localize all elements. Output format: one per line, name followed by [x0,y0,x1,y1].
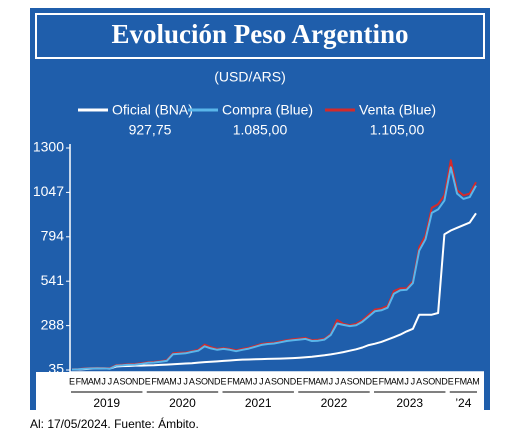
y-tick-label: 1047 [33,183,64,199]
x-tick-label: A [239,376,245,386]
x-tick-label: O [125,376,132,386]
x-tick-label: M [308,376,316,386]
x-tick-label: M [460,376,468,386]
y-tick-label: 35 [48,361,64,377]
legend-label: Venta (Blue) [359,102,436,118]
x-tick-label: J [329,376,334,386]
x-tick-label: M [232,376,240,386]
x-tick-label: J [177,376,182,386]
legend-value: 1.105,00 [370,122,425,138]
year-label: 2023 [396,396,423,410]
x-tick-label: M [81,376,89,386]
x-tick-label: S [347,376,353,386]
x-tick-label: A [467,376,473,386]
x-tick-label: N [283,376,290,386]
x-tick-label: A [416,376,422,386]
x-tick-label: O [201,376,208,386]
x-tick-label: A [340,376,346,386]
x-tick-label: E [69,376,75,386]
year-label: 2021 [245,396,272,410]
x-tick-label: M [169,376,177,386]
x-tick-label: J [404,376,409,386]
x-tick-label: J [101,376,106,386]
x-tick-label: F [379,376,385,386]
subtitle: (USD/ARS) [214,69,286,85]
x-tick-label: F [76,376,82,386]
year-label: ’24 [455,396,471,410]
x-tick-label: M [321,376,329,386]
year-label: 2019 [93,396,120,410]
chart-title: Evolución Peso Argentino [111,19,408,49]
x-tick-label: D [441,376,448,386]
x-tick-label: J [335,376,340,386]
x-tick-label: A [164,376,170,386]
x-tick-label: F [303,376,309,386]
y-tick-label: 541 [41,272,65,288]
x-tick-label: A [265,376,271,386]
x-tick-label: N [208,376,215,386]
x-tick-label: A [189,376,195,386]
x-tick-label: E [372,376,378,386]
x-tick-label: J [108,376,113,386]
year-label: 2020 [169,396,196,410]
x-tick-label: D [290,376,297,386]
x-tick-label: J [183,376,188,386]
legend-value: 1.085,00 [233,122,288,138]
legend-label: Oficial (BNA) [112,102,193,118]
x-tick-label: J [253,376,258,386]
x-tick-label: F [454,376,460,386]
x-tick-label: M [94,376,102,386]
x-tick-label: S [119,376,125,386]
x-tick-label: E [448,376,454,386]
x-tick-label: S [195,376,201,386]
title-frame [35,13,485,59]
x-tick-label: A [88,376,94,386]
x-tick-label: J [411,376,416,386]
x-axis-band [36,372,484,410]
legend-label: Compra (Blue) [222,102,313,118]
year-label: 2022 [321,396,348,410]
x-tick-label: S [422,376,428,386]
x-tick-label: F [227,376,233,386]
x-tick-label: E [145,376,151,386]
x-tick-label: A [391,376,397,386]
x-tick-label: E [296,376,302,386]
x-tick-label: N [359,376,366,386]
x-tick-label: A [113,376,119,386]
x-tick-label: D [214,376,221,386]
footer: Al: 17/05/2024. Fuente: Ámbito. [30,416,199,431]
x-tick-label: O [428,376,435,386]
line [71,166,477,371]
x-tick-label: D [365,376,372,386]
x-tick-label: O [353,376,360,386]
x-tick-label: M [157,376,165,386]
x-tick-label: O [277,376,284,386]
x-tick-label: A [315,376,321,386]
panel [30,8,490,410]
x-tick-label: N [132,376,139,386]
x-tick-label: M [245,376,253,386]
y-tick-label: 794 [41,228,65,244]
x-tick-label: M [472,376,480,386]
x-tick-label: F [151,376,157,386]
x-tick-label: D [138,376,145,386]
y-tick-label: 288 [41,316,65,332]
x-tick-label: J [259,376,264,386]
x-tick-label: N [435,376,442,386]
y-tick-label: 1300 [33,139,64,155]
x-tick-label: S [271,376,277,386]
x-tick-label: E [220,376,226,386]
legend-value: 927,75 [129,122,172,138]
x-tick-label: M [397,376,405,386]
line [72,212,477,371]
x-tick-label: M [384,376,392,386]
